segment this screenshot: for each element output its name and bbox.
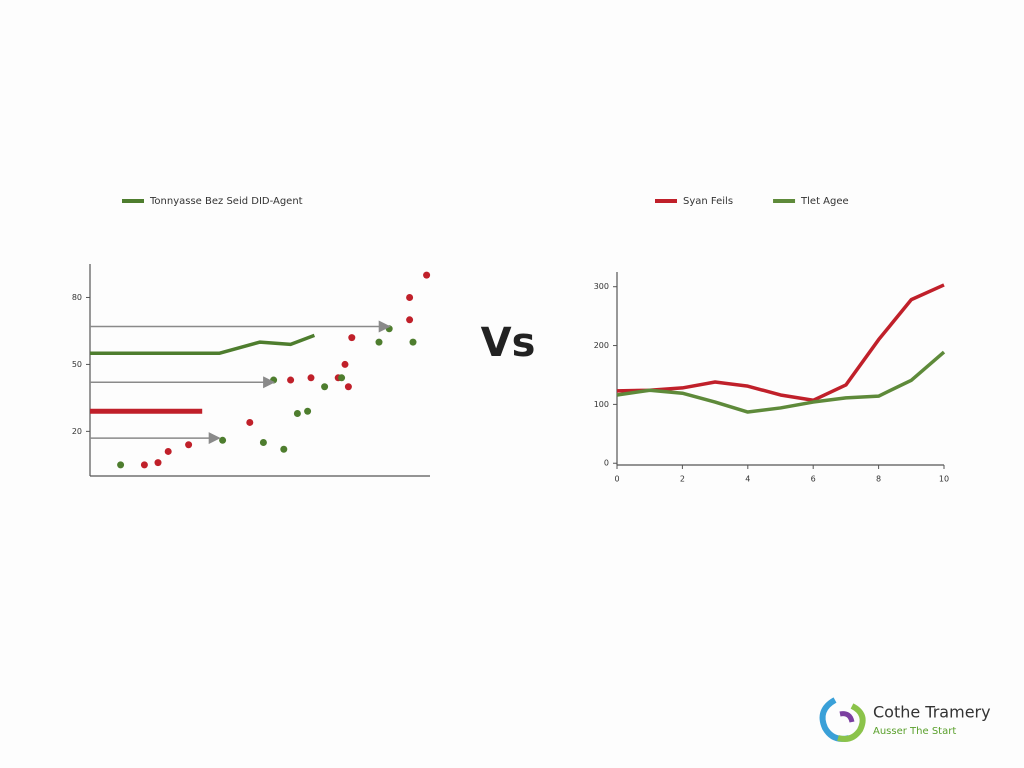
- logo: Cothe Tramery Ausser The Start: [819, 697, 991, 742]
- series-line: [616, 350, 946, 414]
- point: [219, 436, 227, 444]
- y-tick-label: 100: [594, 400, 609, 409]
- x-tick-label: 8: [876, 475, 881, 484]
- point: [406, 293, 414, 301]
- logo-mark: [837, 703, 866, 742]
- y-tick-label: 80: [72, 293, 82, 302]
- point: [348, 334, 356, 342]
- point: [344, 383, 352, 391]
- point: [293, 410, 301, 418]
- x-tick-label: 2: [680, 475, 685, 484]
- point: [280, 445, 288, 453]
- point: [287, 376, 295, 384]
- legend-label: Tonnyasse Bez Seid DID-Agent: [149, 196, 303, 207]
- x-tick-label: 4: [745, 475, 750, 484]
- point: [307, 374, 315, 382]
- point: [423, 271, 431, 279]
- logo-name: Cothe Tramery: [873, 703, 991, 722]
- series-line: [616, 283, 945, 403]
- point: [117, 461, 125, 469]
- logo-tagline: Ausser The Start: [873, 726, 956, 737]
- point: [341, 360, 349, 368]
- x-tick-label: 10: [939, 475, 949, 484]
- point: [259, 439, 267, 447]
- point: [409, 338, 417, 346]
- separator: Vs: [481, 320, 536, 366]
- series-line: [90, 333, 316, 356]
- point: [406, 316, 414, 324]
- point: [321, 383, 329, 391]
- point: [154, 459, 162, 467]
- y-tick-label: 0: [604, 459, 609, 468]
- point: [164, 447, 172, 455]
- logo-mark: [839, 711, 855, 723]
- x-tick-label: 0: [614, 475, 619, 484]
- point: [185, 441, 193, 449]
- point: [375, 338, 383, 346]
- x-tick-label: 6: [811, 475, 816, 484]
- y-tick-label: 50: [72, 360, 82, 369]
- point: [140, 461, 148, 469]
- legend-label: Tlet Agee: [800, 196, 849, 207]
- point: [338, 374, 346, 382]
- y-tick-label: 20: [72, 427, 82, 436]
- legend-label: Syan Feils: [683, 196, 733, 207]
- y-tick-label: 300: [594, 282, 609, 291]
- point: [246, 418, 254, 426]
- y-tick-label: 200: [594, 341, 609, 350]
- point: [304, 407, 312, 415]
